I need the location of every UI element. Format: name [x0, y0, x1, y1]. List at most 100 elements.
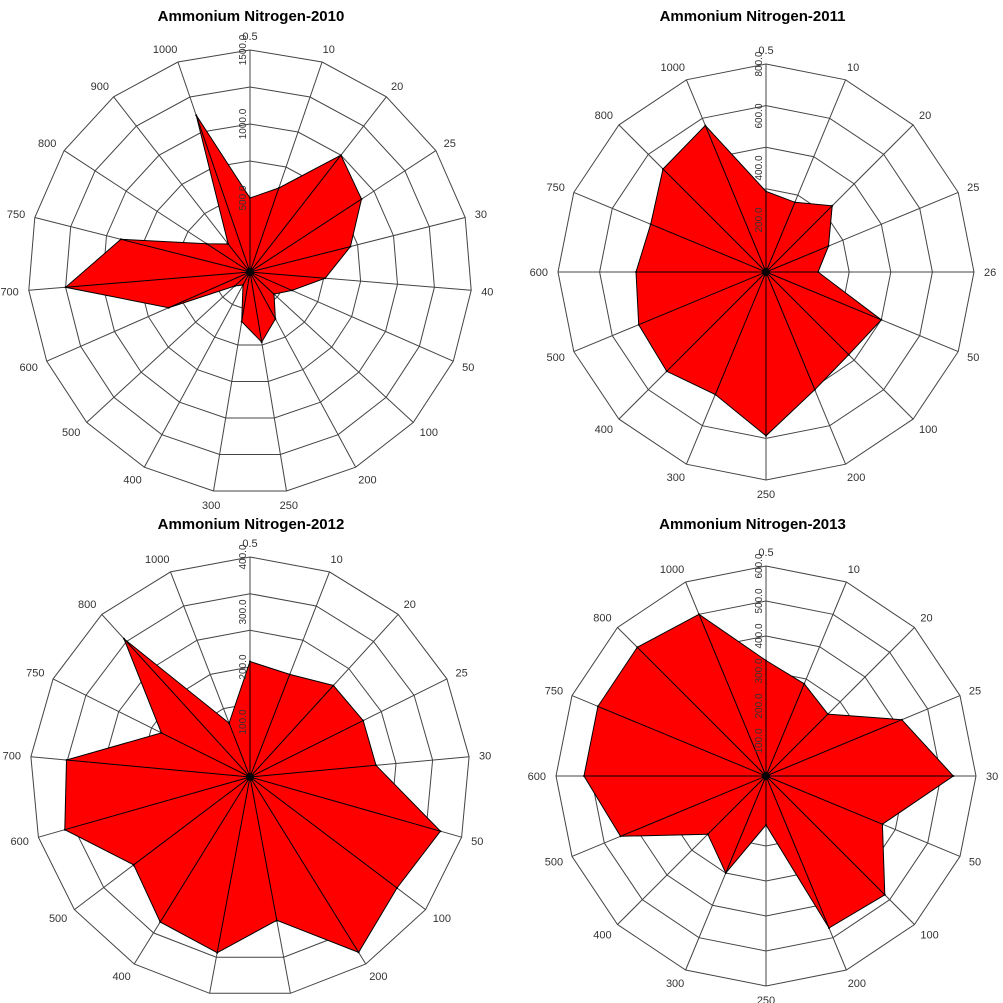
grid-ring — [101, 123, 399, 419]
data-spoke — [725, 775, 767, 874]
data-point — [900, 718, 903, 721]
category-label: 250 — [757, 995, 775, 1003]
data-point — [63, 828, 66, 831]
data-point — [349, 245, 352, 248]
data-spoke — [620, 775, 767, 837]
data-spoke — [65, 271, 251, 288]
grid-spoke — [143, 271, 251, 468]
data-point — [765, 190, 767, 193]
radar-panel-2012: Ammonium Nitrogen-2012 0.5 10 20 25 30 50 100 2… — [0, 502, 502, 1003]
data-spoke — [249, 776, 398, 889]
data-point — [619, 835, 622, 838]
center-point — [246, 268, 254, 276]
data-spoke — [765, 683, 805, 777]
data-spoke — [765, 205, 833, 273]
data-point — [662, 168, 664, 170]
category-label: 0.5 — [242, 31, 257, 43]
category-label: 900 — [91, 81, 109, 93]
data-spoke — [249, 246, 351, 273]
category-label: 10 — [848, 564, 860, 576]
radar-chart-2013: 0.5 10 20 25 30 50 100 200 250 300 400 500 600 750 800… — [528, 547, 999, 1003]
category-label: 500 — [545, 857, 563, 869]
data-spoke — [636, 646, 767, 777]
data-point — [205, 242, 208, 245]
radial-tick-label: 800.0 — [754, 51, 765, 76]
category-label: 500 — [49, 913, 67, 925]
data-spoke — [249, 674, 291, 778]
radial-tick-label: 200.0 — [754, 207, 765, 232]
data-spoke — [765, 775, 886, 896]
data-point — [324, 277, 327, 280]
data-spoke — [195, 115, 251, 273]
data-spoke — [249, 776, 441, 832]
radial-tick-label: 400.0 — [238, 544, 249, 569]
data-spoke — [249, 776, 278, 921]
data-point — [583, 775, 585, 777]
data-spoke — [123, 638, 251, 778]
data-point — [64, 286, 67, 289]
category-label: 25 — [967, 182, 979, 194]
data-spoke — [249, 685, 334, 778]
data-spoke — [650, 223, 767, 273]
data-point — [288, 673, 291, 676]
category-label: 750 — [7, 209, 25, 221]
data-point — [242, 284, 244, 286]
data-point — [765, 434, 767, 437]
data-spoke — [249, 776, 360, 953]
radial-tick-label: 600.0 — [754, 103, 765, 128]
radial-tick-label: 1000.0 — [238, 108, 249, 139]
category-label: 250 — [757, 489, 775, 501]
data-spoke — [249, 720, 364, 778]
chart-title: Ammonium Nitrogen-2010 — [157, 8, 345, 25]
data-point — [375, 764, 377, 767]
category-label: 26 — [984, 267, 996, 279]
data-point — [793, 201, 796, 204]
radar-panel-2010: Ammonium Nitrogen-2010 0.5 10 20 25 30 40 50 10… — [0, 0, 502, 512]
category-label: 800 — [38, 138, 56, 150]
data-point — [277, 187, 280, 189]
data-point — [339, 154, 342, 157]
data-spoke — [66, 759, 251, 778]
radar-chart-2012: 0.51020253050100200250300400500600700750… — [3, 538, 492, 1003]
radar-panel-2011: Ammonium Nitrogen-2011 0.5 10 20 25 26 50 100 2… — [502, 0, 1003, 502]
category-label: 50 — [471, 836, 483, 848]
category-label: 1000 — [661, 62, 685, 74]
radar-panel-2013: Ammonium Nitrogen-2013 0.5 10 20 25 30 50 100 2… — [502, 502, 1003, 1003]
data-point — [332, 684, 335, 687]
chart-title: Ammonium Nitrogen-2013 — [659, 516, 846, 533]
data-spoke — [765, 719, 902, 777]
data-point — [291, 289, 293, 292]
category-label: 800 — [78, 599, 96, 611]
data-point — [195, 114, 198, 117]
category-label: 1000 — [660, 564, 684, 576]
data-point — [273, 293, 275, 296]
category-label: 30 — [479, 750, 491, 762]
category-label: 20 — [919, 110, 931, 122]
data-point — [596, 705, 599, 708]
category-label: 50 — [969, 857, 981, 869]
grid-ring — [28, 49, 472, 492]
data-spoke — [249, 271, 275, 295]
category-label: 400 — [112, 971, 130, 983]
data-spoke — [707, 775, 767, 835]
radial-tick-label: 500.0 — [754, 588, 765, 613]
data-point — [828, 927, 830, 929]
category-label: 200 — [847, 472, 865, 484]
data-point — [635, 271, 637, 273]
data-point — [765, 824, 767, 826]
data-point — [216, 951, 219, 954]
data-spoke — [133, 776, 251, 866]
chart-title: Ammonium Nitrogen-2011 — [659, 8, 846, 25]
data-spoke — [698, 614, 767, 777]
data-spoke — [714, 271, 767, 395]
category-label: 0.5 — [758, 547, 773, 559]
radial-tick-label: 200.0 — [238, 654, 249, 679]
category-label: 600 — [528, 771, 546, 783]
category-label: 200 — [848, 978, 866, 990]
grid-ring — [30, 556, 470, 994]
radial-tick-label: 1500.0 — [238, 34, 249, 65]
category-label: 100 — [433, 913, 451, 925]
category-label: 10 — [323, 44, 335, 56]
data-spoke — [765, 271, 882, 321]
data-point — [159, 921, 162, 923]
